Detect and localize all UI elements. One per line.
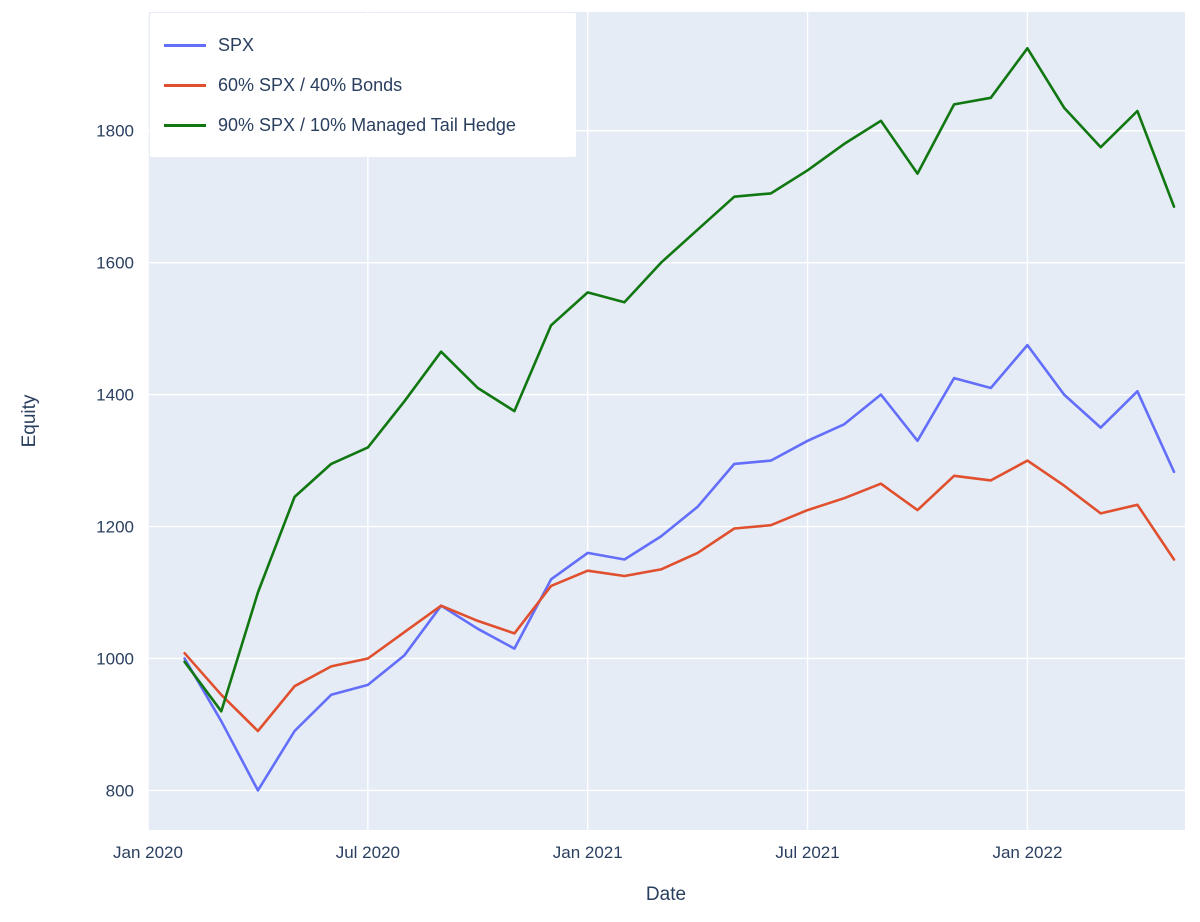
x-tick-label: Jan 2020 <box>113 843 183 862</box>
legend-label-spx: SPX <box>218 34 255 55</box>
x-axis-title: Date <box>645 884 687 905</box>
y-axis-title: Equity <box>19 394 40 448</box>
legend-line-swatch-spx <box>164 43 206 47</box>
y-tick-label: 800 <box>106 781 134 800</box>
series-line-0 <box>183 343 1176 792</box>
y-tick-label: 1000 <box>96 649 134 668</box>
y-tick-label: 1400 <box>96 386 134 405</box>
x-tick-label: Jan 2022 <box>992 843 1062 862</box>
x-tick-label: Jan 2021 <box>553 843 623 862</box>
series-line-1 <box>183 459 1176 733</box>
y-tick-label: 1200 <box>96 517 134 536</box>
legend-line-swatch-60-40 <box>164 83 206 87</box>
y-tick-label: 1800 <box>96 122 134 141</box>
y-tick-label: 1600 <box>96 254 134 273</box>
x-tick-label: Jul 2020 <box>336 843 400 862</box>
legend-line-swatch-90-10 <box>164 123 206 127</box>
series-line-2 <box>183 46 1176 713</box>
legend: SPX 60% SPX / 40% Bonds 90% SPX / 10% Ma… <box>150 13 576 157</box>
legend-item-spx[interactable]: SPX <box>164 25 516 65</box>
x-tick-label: Jul 2021 <box>775 843 839 862</box>
legend-label-60-40: 60% SPX / 40% Bonds <box>218 74 403 95</box>
legend-label-90-10: 90% SPX / 10% Managed Tail Hedge <box>218 114 516 135</box>
legend-item-60-40[interactable]: 60% SPX / 40% Bonds <box>164 65 516 105</box>
legend-item-90-10[interactable]: 90% SPX / 10% Managed Tail Hedge <box>164 105 516 145</box>
